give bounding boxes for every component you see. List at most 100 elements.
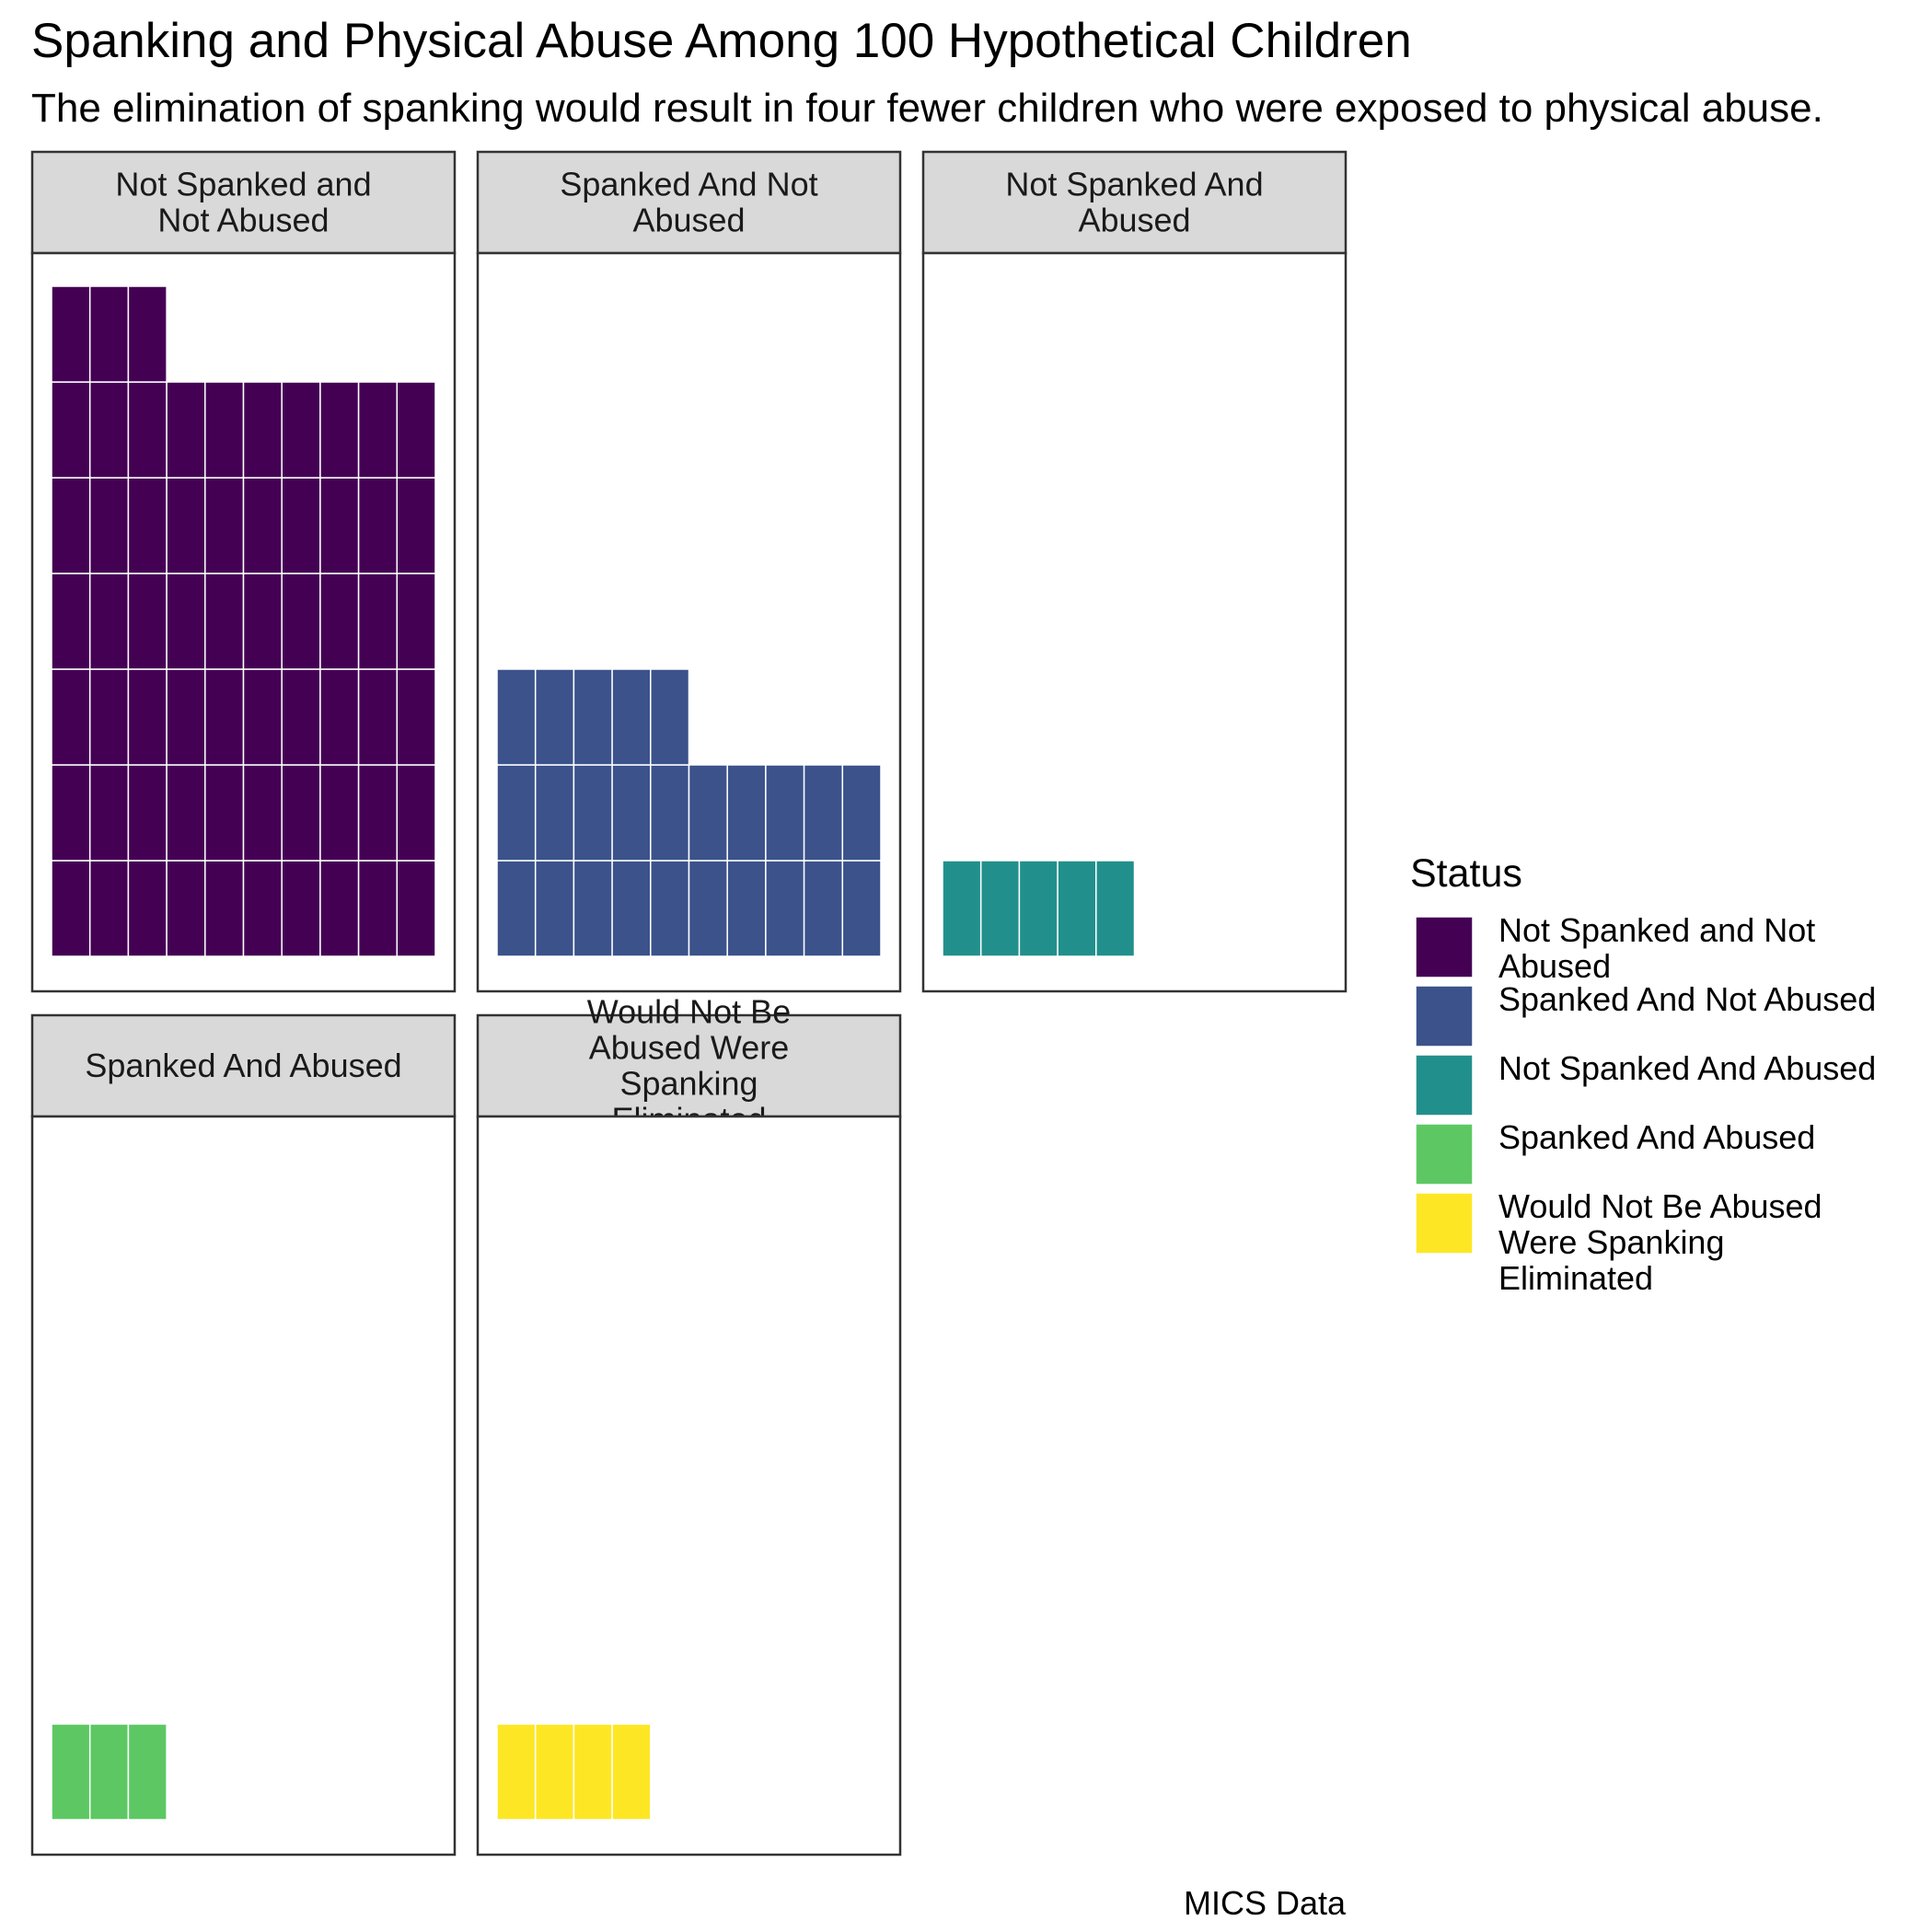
waffle-unit [51,764,91,862]
waffle-unit [534,764,575,862]
facet-strip-label: Not Spanked And Abused [1005,166,1263,239]
waffle-unit [396,764,436,862]
waffle-unit [204,860,245,957]
waffle-unit [534,1723,575,1821]
waffle-unit [319,860,360,957]
waffle-unit [88,764,130,862]
legend-key [1415,1054,1474,1116]
waffle-unit [242,573,283,670]
waffle-unit [396,860,436,957]
waffle-unit [496,860,537,957]
waffle-unit [88,573,130,670]
waffle-unit [319,573,360,670]
waffle-unit [650,860,690,957]
waffle-unit [726,764,767,862]
waffle-unit [1057,860,1097,957]
waffle-unit [204,477,245,574]
facet-panel: Spanked And Abused [30,1013,457,1857]
waffle-unit [88,1723,130,1821]
waffle-unit [127,860,168,957]
waffle-unit [204,573,245,670]
waffle-unit [242,860,283,957]
waffle-unit [357,381,399,479]
waffle-unit [88,860,130,957]
waffle-unit [88,477,130,574]
waffle-unit [650,764,690,862]
legend-label: Spanked And Abused [1498,1118,1815,1156]
facet-panels: Not Spanked and Not Abused Spanked And Not… [30,150,1348,1857]
waffle-unit [319,477,360,574]
facet-strip-label: Not Spanked and Not Abused [115,166,371,239]
legend-key [1415,916,1474,978]
waffle-unit [726,860,767,957]
waffle-unit [242,381,283,479]
waffle-unit [88,668,130,766]
waffle-unit [534,860,575,957]
waffle-unit [396,573,436,670]
waffle-unit [396,668,436,766]
waffle-unit [204,764,245,862]
waffle-unit [166,381,206,479]
legend: Status Not Spanked and Not AbusedSpanked … [1410,851,1876,1297]
facet-strip [476,150,902,255]
waffle-unit [281,573,321,670]
facet-panel: Spanked And Not Abused [476,150,902,993]
legend-label: Spanked And Not Abused [1498,980,1876,1018]
waffle-unit [51,381,91,479]
waffle-unit [319,381,360,479]
waffle-unit [281,860,321,957]
waffle-unit [166,764,206,862]
chart-title: Spanking and Physical Abuse Among 100 Hy… [31,14,1412,68]
waffle-unit [496,668,537,766]
legend-key [1415,1123,1474,1186]
waffle-unit [127,477,168,574]
legend-label: Not Spanked And Abused [1498,1049,1876,1087]
waffle-unit [166,477,206,574]
waffle-unit [127,285,168,383]
waffle-unit [166,668,206,766]
facet-strip-label: Spanked And Not Abused [560,166,817,239]
waffle-unit [611,668,652,766]
waffle-unit [51,573,91,670]
waffle-unit [534,668,575,766]
waffle-unit [88,285,130,383]
waffle-unit [611,764,652,862]
legend-key [1415,1192,1474,1255]
waffle-unit [611,860,652,957]
legend-item: Would Not Be Abused Were Spanking Eliminat… [1415,1187,1822,1297]
waffle-unit [396,477,436,574]
waffle-unit [396,381,436,479]
waffle-unit [51,1723,91,1821]
waffle-unit [127,573,168,670]
legend-key [1415,985,1474,1047]
waffle-unit [1018,860,1059,957]
waffle-unit [88,381,130,479]
waffle-unit [357,573,399,670]
waffle-unit [51,860,91,957]
facet-strip [30,150,457,255]
waffle-unit [281,668,321,766]
waffle-unit [573,668,613,766]
waffle-unit [573,860,613,957]
waffle-unit [319,764,360,862]
waffle-unit [688,764,728,862]
facet-panel: Not Spanked And Abused [921,150,1348,993]
waffle-unit [765,860,805,957]
waffle-unit [281,381,321,479]
waffle-unit [496,764,537,862]
chart-caption: MICS Data [1184,1884,1347,1922]
waffle-unit [357,764,399,862]
waffle-unit [841,764,882,862]
waffle-unit [204,381,245,479]
chart-subtitle: The elimination of spanking would result… [31,86,1823,131]
waffle-unit [166,860,206,957]
waffle-unit [242,668,283,766]
waffle-unit [573,1723,613,1821]
waffle-unit [1095,860,1136,957]
legend-title: Status [1410,851,1522,896]
waffle-unit [650,668,690,766]
facet-strip-label: Spanked And Abused [85,1047,401,1084]
waffle-unit [357,860,399,957]
